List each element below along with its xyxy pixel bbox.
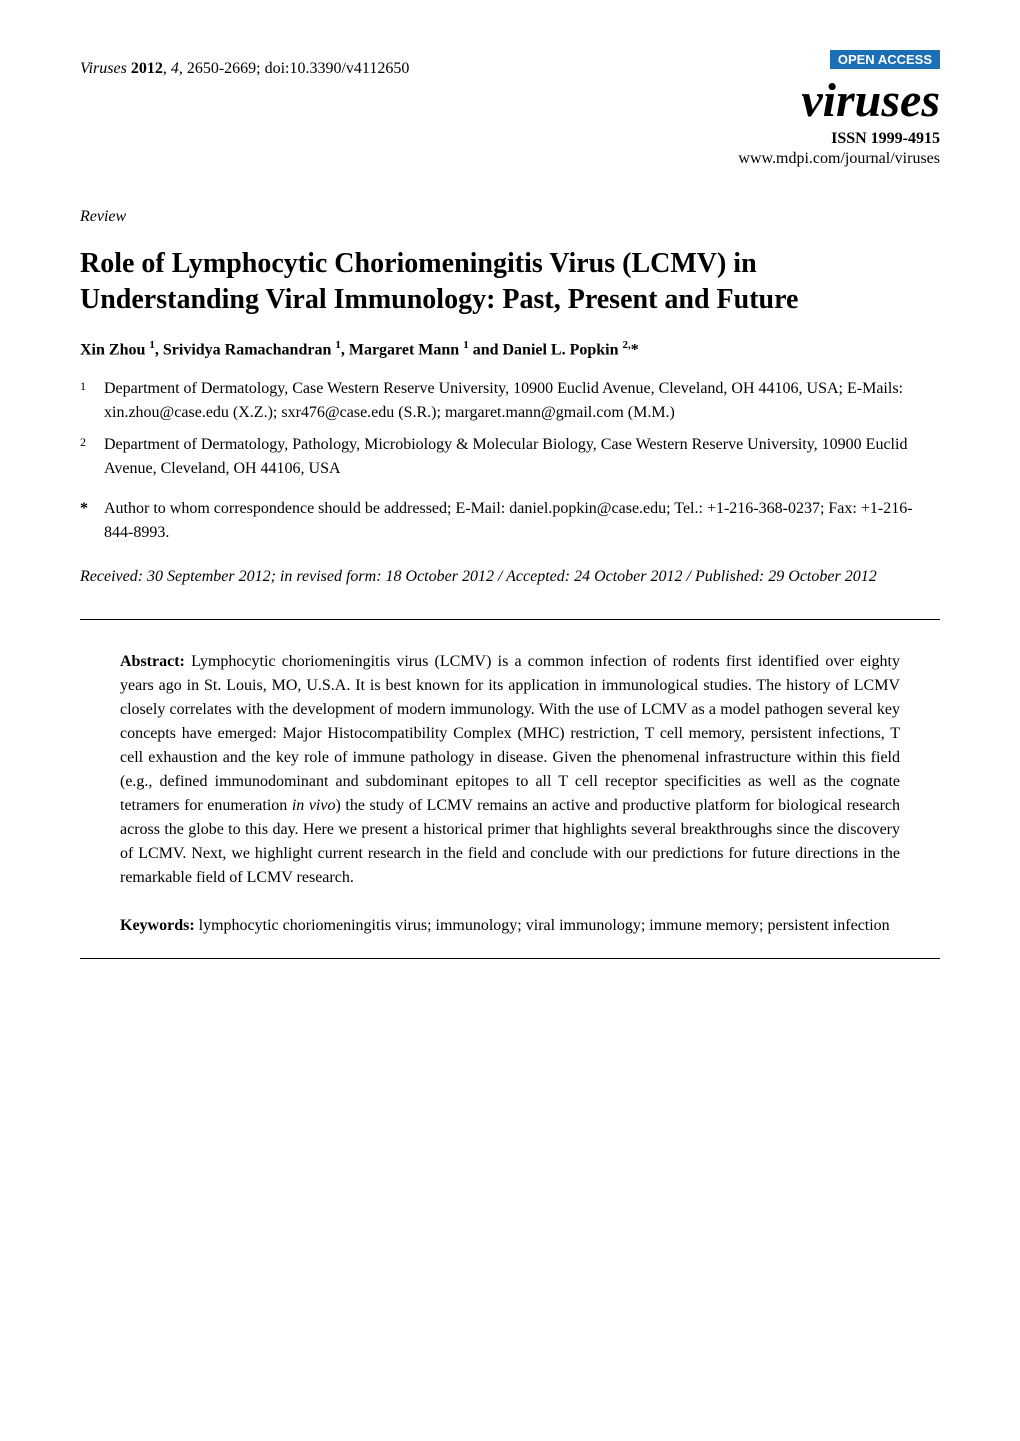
journal-name: Viruses [80,60,127,77]
keywords-label: Keywords: [120,917,195,934]
article-dates: Received: 30 September 2012; in revised … [80,565,940,589]
corresponding-mark: * [80,497,92,545]
article-title: Role of Lymphocytic Choriomeningitis Vir… [80,246,940,319]
affiliation-number: 2 [80,433,92,481]
affiliation-number: 1 [80,377,92,425]
journal-logo: viruses [738,73,940,128]
journal-url: www.mdpi.com/journal/viruses [738,150,940,168]
year: 2012 [131,60,163,77]
open-access-badge: OPEN ACCESS [830,50,940,69]
article-type: Review [80,208,940,226]
abstract-label: Abstract: [120,653,185,670]
doi: doi:10.3390/v4112650 [265,60,410,77]
affiliation-text: Department of Dermatology, Case Western … [104,377,940,425]
divider-bottom [80,958,940,959]
corresponding-text: Author to whom correspondence should be … [104,497,940,545]
volume: 4 [171,60,179,77]
journal-info-box: OPEN ACCESS viruses ISSN 1999-4915 www.m… [738,50,940,168]
keywords-text: lymphocytic choriomeningitis virus; immu… [199,917,890,934]
affiliations: 1 Department of Dermatology, Case Wester… [80,377,940,481]
keywords: Keywords: lymphocytic choriomeningitis v… [80,914,940,938]
authors: Xin Zhou 1, Srividya Ramachandran 1, Mar… [80,339,940,359]
affiliation-2: 2 Department of Dermatology, Pathology, … [80,433,940,481]
corresponding-author: * Author to whom correspondence should b… [80,497,940,545]
pages: 2650-2669 [187,60,256,77]
divider-top [80,619,940,620]
abstract-text: Lymphocytic choriomeningitis virus (LCMV… [120,653,900,886]
issn: ISSN 1999-4915 [738,130,940,148]
abstract: Abstract: Lymphocytic choriomeningitis v… [80,650,940,890]
affiliation-text: Department of Dermatology, Pathology, Mi… [104,433,940,481]
affiliation-1: 1 Department of Dermatology, Case Wester… [80,377,940,425]
